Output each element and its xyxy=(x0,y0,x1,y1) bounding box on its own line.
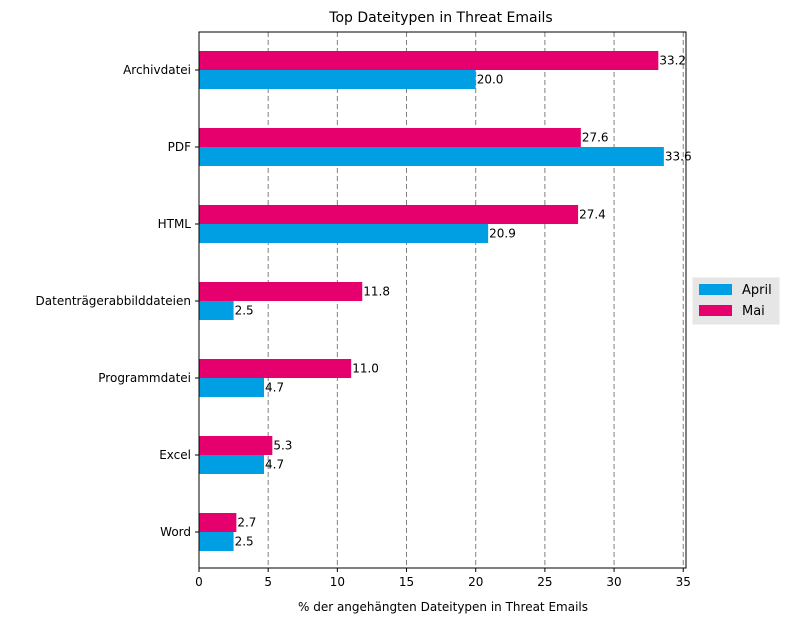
x-tick-label: 35 xyxy=(676,575,691,589)
bar-april xyxy=(199,147,664,166)
x-tick-label: 30 xyxy=(606,575,621,589)
y-tick-label: Word xyxy=(160,525,191,539)
bar-april xyxy=(199,70,476,89)
x-axis: 0 5 10 15 20 25 30 35 xyxy=(195,568,691,589)
bar-april xyxy=(199,532,234,551)
x-tick-label: 15 xyxy=(399,575,414,589)
x-axis-title: % der angehängten Dateitypen in Threat E… xyxy=(298,600,588,614)
data-label: 2.5 xyxy=(235,535,254,549)
bar-mai xyxy=(199,205,579,224)
bar-mai xyxy=(199,128,581,147)
data-label: 2.5 xyxy=(235,304,254,318)
bar-mai xyxy=(199,282,363,301)
data-label: 20.9 xyxy=(489,227,516,241)
bar-mai xyxy=(199,436,273,455)
x-tick-label: 5 xyxy=(264,575,272,589)
data-label: 27.4 xyxy=(579,208,606,222)
data-label: 33.6 xyxy=(665,150,692,164)
bar-april xyxy=(199,378,265,397)
data-label: 33.2 xyxy=(659,54,686,68)
legend-label-mai: Mai xyxy=(742,304,765,319)
y-tick-label: Excel xyxy=(159,448,191,462)
y-axis: Archivdatei PDF HTML Datenträgerabbilddatei… xyxy=(36,63,199,539)
data-label: 27.6 xyxy=(582,131,609,145)
chart-title: Top Dateitypen in Threat Emails xyxy=(328,10,552,26)
data-label: 20.0 xyxy=(477,73,504,87)
bar-mai xyxy=(199,51,659,70)
data-label: 11.8 xyxy=(363,285,390,299)
data-label: 4.7 xyxy=(265,381,284,395)
bar-april xyxy=(199,224,489,243)
legend-label-april: April xyxy=(742,283,772,298)
y-tick-label: Datenträgerabbilddateien xyxy=(36,294,191,308)
data-labels: 20.0 33.2 33.6 27.6 20.9 27.4 2.5 11.8 4.7 11.0 4.… xyxy=(235,54,692,549)
y-tick-label: PDF xyxy=(168,140,191,154)
bars xyxy=(199,51,664,551)
data-label: 5.3 xyxy=(273,439,292,453)
plot-frame xyxy=(198,31,687,569)
bar-mai xyxy=(199,359,352,378)
x-tick-label: 25 xyxy=(537,575,552,589)
bar-april xyxy=(199,301,234,320)
data-label: 2.7 xyxy=(237,516,256,530)
data-label: 4.7 xyxy=(265,458,284,472)
y-tick-label: Programmdatei xyxy=(98,371,191,385)
data-label: 11.0 xyxy=(352,362,379,376)
bar-april xyxy=(199,455,265,474)
y-tick-label: HTML xyxy=(158,217,192,231)
legend: April Mai xyxy=(692,277,780,325)
legend-swatch-april xyxy=(699,284,732,295)
bar-mai xyxy=(199,513,237,532)
x-tick-label: 0 xyxy=(195,575,203,589)
x-tick-label: 20 xyxy=(468,575,483,589)
legend-swatch-mai xyxy=(699,305,732,316)
x-tick-label: 10 xyxy=(330,575,345,589)
y-tick-label: Archivdatei xyxy=(123,63,191,77)
